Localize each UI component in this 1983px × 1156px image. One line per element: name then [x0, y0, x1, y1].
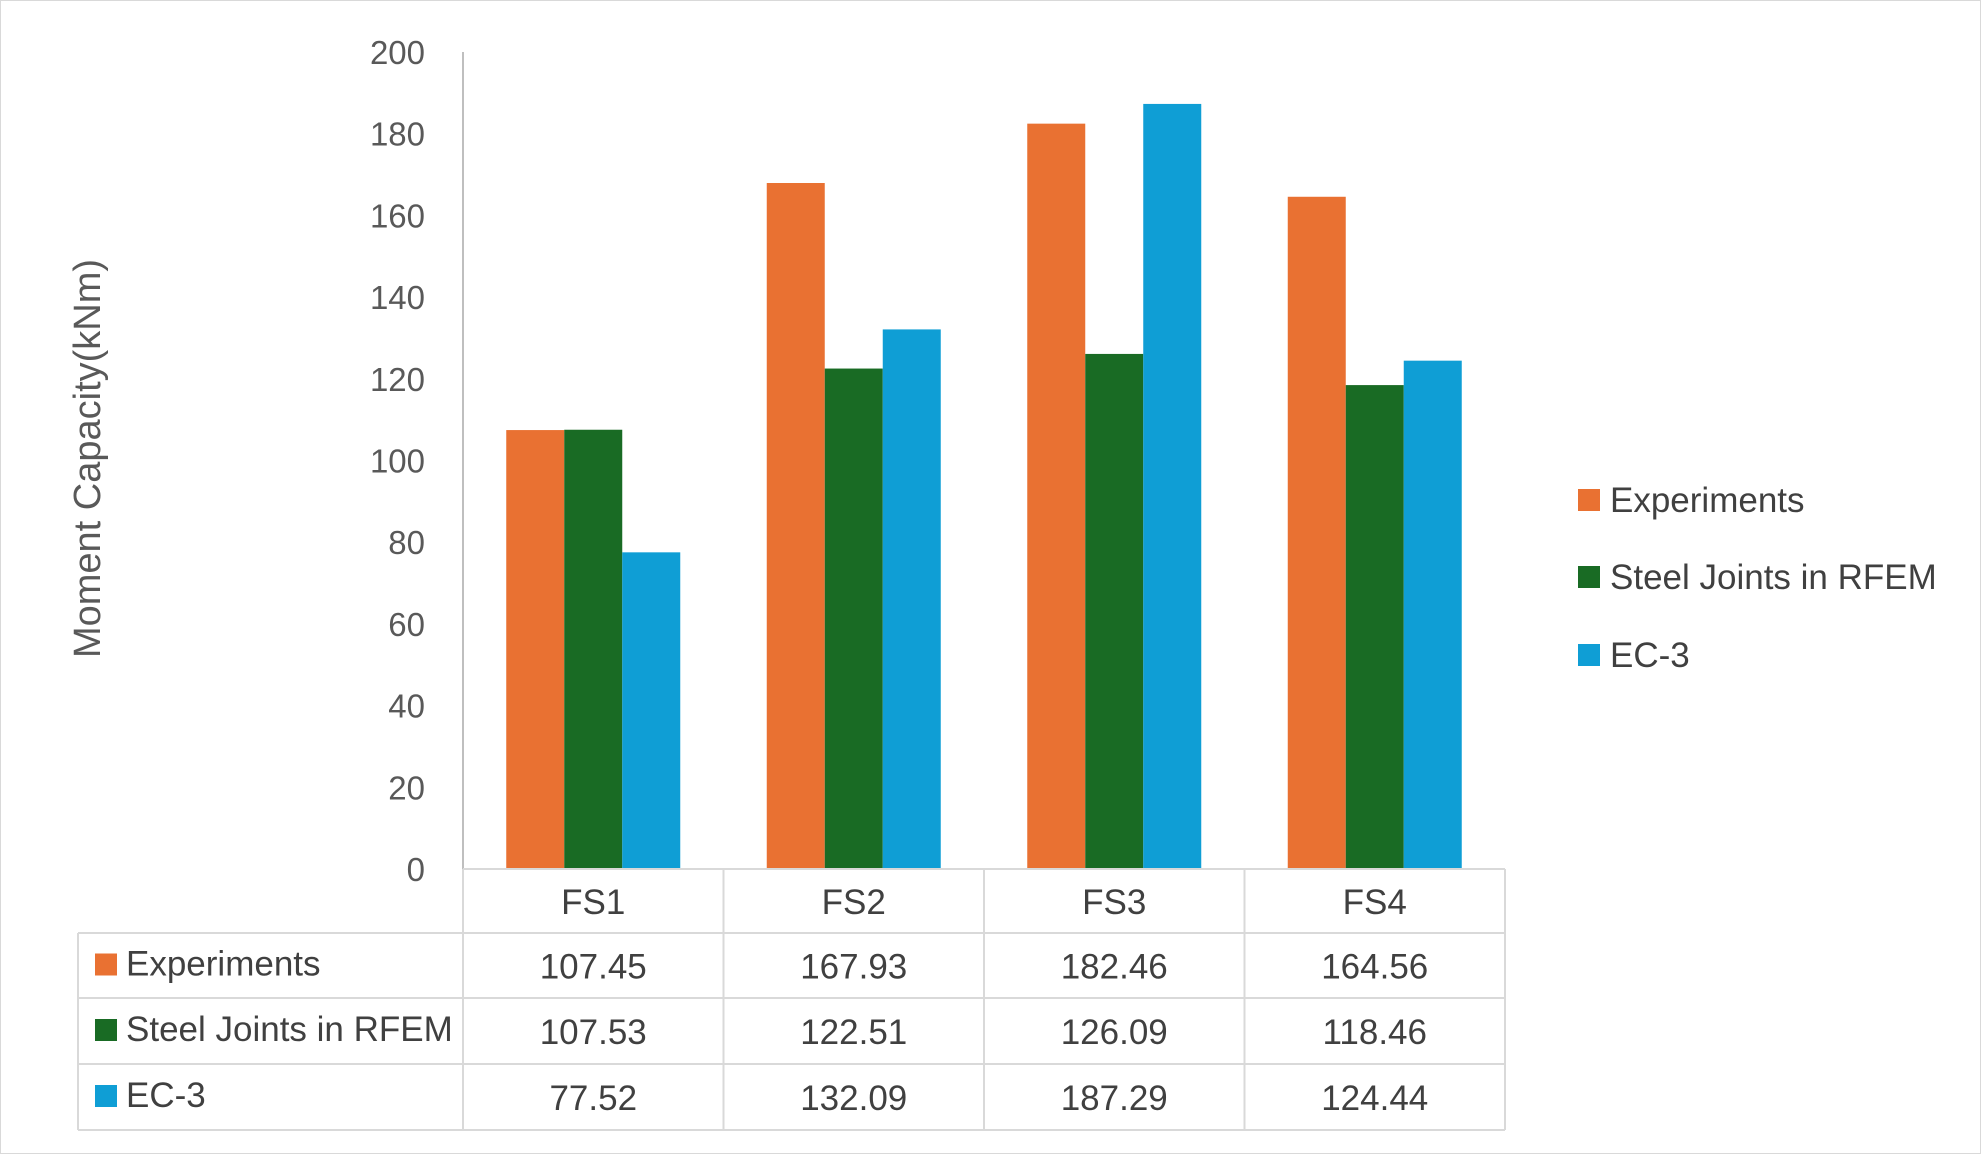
data-label: 124.44: [1321, 1079, 1428, 1118]
table-legend-key-2: [95, 1019, 117, 1041]
y-tick-label: 40: [388, 688, 425, 725]
y-tick-label: 180: [370, 116, 425, 153]
bar-fs2-series-1: [766, 183, 825, 869]
y-tick-label: 100: [370, 443, 425, 480]
table-legend-key-1: [95, 953, 117, 976]
legend-label: EC-3: [1610, 636, 1690, 675]
bar-fs3-series-1: [1027, 123, 1086, 870]
x-tick-label: FS3: [1082, 883, 1146, 922]
data-label: 122.51: [800, 1013, 907, 1052]
bar-fs3-series-2: [1085, 353, 1144, 869]
bar-fs3-series-3: [1143, 103, 1202, 869]
y-tick-label: 20: [388, 769, 425, 806]
bar-fs4-series-2: [1345, 385, 1404, 869]
data-label: 167.93: [800, 948, 907, 987]
bar-fs4-series-3: [1403, 360, 1462, 869]
data-label: 182.46: [1061, 948, 1168, 987]
bar-fs1-series-2: [564, 429, 623, 869]
bar-fs1-series-3: [622, 552, 681, 869]
bar-fs2-series-2: [824, 368, 883, 869]
x-tick-label: FS4: [1343, 883, 1407, 922]
y-tick-label: 0: [407, 851, 425, 888]
y-tick-label: 120: [370, 361, 425, 398]
data-label: 164.56: [1321, 948, 1428, 987]
table-series-name: Steel Joints in RFEM: [126, 1010, 453, 1049]
x-tick-label: FS1: [561, 883, 625, 922]
legend-label: Steel Joints in RFEM: [1610, 558, 1937, 597]
data-label: 126.09: [1061, 1013, 1168, 1052]
bar-fs1-series-1: [506, 430, 565, 869]
table-series-name: Experiments: [126, 945, 321, 984]
y-axis-title: Moment Capacity(kNm): [67, 259, 109, 658]
data-label: 187.29: [1061, 1079, 1168, 1118]
y-tick-label: 160: [370, 197, 425, 234]
bar-fs4-series-1: [1287, 196, 1346, 869]
legend-key-2: [1578, 566, 1600, 588]
legend-key-3: [1578, 644, 1600, 666]
data-label: 132.09: [800, 1079, 907, 1118]
y-tick-label: 60: [388, 606, 425, 643]
y-tick-label: 140: [370, 279, 425, 316]
table-series-name: EC-3: [126, 1076, 206, 1115]
legend-label: Experiments: [1610, 481, 1805, 520]
table-legend-key-3: [95, 1085, 117, 1107]
y-tick-label: 200: [370, 34, 425, 71]
y-tick-label: 80: [388, 524, 425, 561]
data-label: 107.53: [540, 1013, 647, 1052]
legend-key-1: [1578, 489, 1600, 511]
bar-fs2-series-3: [882, 329, 941, 869]
data-label: 118.46: [1323, 1013, 1427, 1052]
data-label: 77.52: [549, 1079, 637, 1118]
data-label: 107.45: [540, 948, 647, 987]
x-tick-label: FS2: [822, 883, 886, 922]
